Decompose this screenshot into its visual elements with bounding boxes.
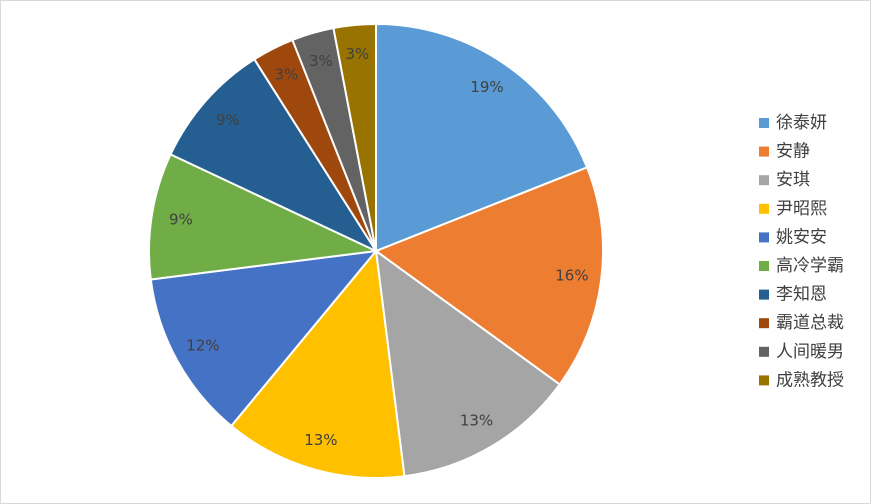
pie-slice (229, 248, 406, 479)
pie-slice (374, 248, 562, 478)
legend-label: 安琪 (776, 170, 810, 190)
legend-label: 尹昭熙 (776, 199, 827, 219)
legend-label: 徐泰妍 (776, 113, 827, 133)
pie-slice (375, 22, 589, 253)
data-label: 12% (186, 337, 219, 355)
data-label: 3% (346, 45, 370, 63)
legend-label: 安静 (776, 142, 810, 162)
data-label: 13% (460, 411, 493, 429)
legend-swatch (759, 346, 769, 357)
legend-swatch (759, 146, 769, 157)
legend-label: 人间暖男 (776, 342, 844, 362)
legend-swatch (759, 261, 769, 271)
data-label: 19% (470, 78, 503, 96)
data-label: 16% (555, 266, 588, 284)
data-label: 3% (309, 52, 333, 70)
legend-swatch (759, 175, 769, 186)
data-label: 9% (216, 111, 240, 129)
data-label: 3% (274, 66, 298, 84)
legend-swatch (759, 118, 769, 128)
legend-label: 姚安安 (776, 227, 827, 247)
legend-label: 成熟教授 (776, 369, 844, 390)
legend-swatch (759, 289, 769, 300)
legend-label: 高冷学霸 (776, 256, 844, 276)
legend-swatch (759, 318, 769, 329)
data-label: 13% (304, 431, 337, 449)
legend-swatch (759, 232, 769, 243)
pie-slice (148, 153, 380, 281)
pie-slice (149, 249, 379, 428)
pie-slice (332, 22, 377, 252)
pie-slice (373, 166, 604, 386)
legend-swatch (759, 203, 769, 214)
legend-label: 霸道总裁 (776, 313, 844, 333)
data-label: 9% (169, 211, 193, 229)
pie-slice (169, 57, 379, 254)
legend-swatch (759, 375, 769, 386)
legend-label: 李知恩 (776, 285, 827, 305)
